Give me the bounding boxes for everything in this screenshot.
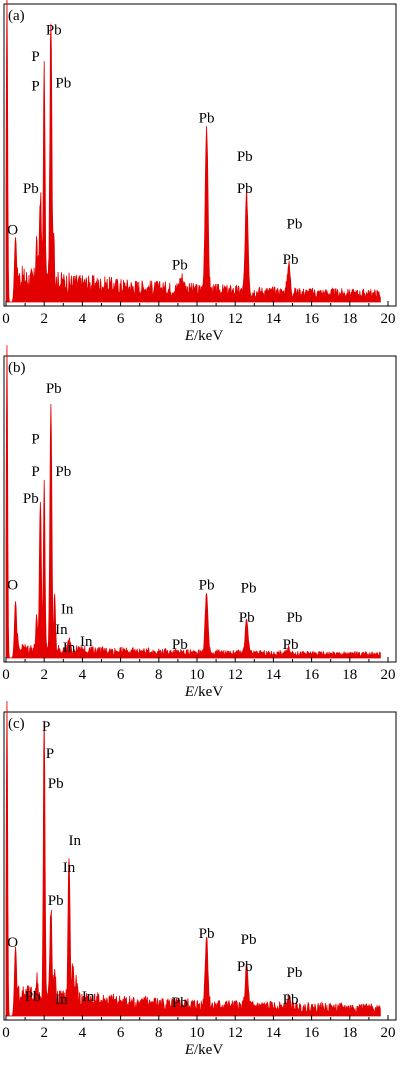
panel-label: (a): [8, 8, 25, 24]
x-tick-label: 12: [228, 311, 243, 327]
plot-frame: [3, 3, 397, 307]
peak-annotation: In: [61, 601, 74, 617]
peak-annotation: Pb: [237, 149, 253, 165]
x-tick-label: 18: [342, 1025, 357, 1041]
peak-annotation: Pb: [283, 252, 299, 268]
peak-annotation: In: [55, 992, 68, 1008]
x-tick-label: 8: [155, 311, 163, 327]
peak-annotation: P: [31, 431, 39, 447]
peak-annotation: Pb: [237, 959, 253, 975]
peak-annotation: In: [55, 622, 68, 638]
peak-annotation: Pb: [48, 893, 64, 909]
x-tick-label: 4: [79, 667, 87, 683]
x-axis-label: E/keV: [184, 684, 223, 700]
x-tick-label: 8: [155, 667, 163, 683]
peak-annotation: Pb: [172, 995, 188, 1011]
x-tick-label: 2: [40, 667, 48, 683]
peak-annotation: P: [31, 78, 39, 94]
peak-annotation: Pb: [48, 776, 64, 792]
peak-annotation: Pb: [23, 181, 39, 197]
panel-label: (c): [8, 716, 25, 732]
x-tick-label: 2: [40, 311, 48, 327]
peak-annotation: P: [31, 464, 39, 480]
x-axis-label: E/keV: [184, 1042, 223, 1058]
spectrum-panel-2: (b)0 2 4 6 8 10 12 14 16 18 20E/keVOPbPPPbPbInInIn…: [2, 345, 397, 700]
x-tick-label: 0: [2, 1025, 10, 1041]
x-tick-label: 10: [190, 1025, 205, 1041]
x-tick-label: 6: [117, 1025, 125, 1041]
peak-annotation: Pb: [199, 926, 215, 942]
peak-annotation: P: [46, 746, 54, 762]
peak-annotation: O: [7, 222, 18, 238]
x-tick-label: 4: [79, 311, 87, 327]
x-tick-label: 20: [381, 1025, 396, 1041]
peak-annotation: Pb: [241, 932, 257, 948]
peak-annotation: In: [63, 860, 76, 876]
x-tick-label: 2: [40, 1025, 48, 1041]
peak-annotation: O: [7, 935, 18, 951]
x-tick-label: 16: [304, 311, 320, 327]
peak-annotation: In: [80, 634, 93, 650]
spectrum-area: [5, 0, 381, 303]
x-tick-label: 10: [190, 311, 205, 327]
peak-annotation: Pb: [172, 637, 188, 653]
x-tick-label: 12: [228, 1025, 243, 1041]
x-tick-label: 0: [2, 667, 10, 683]
x-tick-label: 20: [381, 667, 396, 683]
x-axis-label: E/keV: [184, 328, 223, 344]
x-tick-label: 14: [266, 1025, 282, 1041]
x-tick-label: 14: [266, 667, 282, 683]
spectrum-panel-3: (c) 0 2 4 6 8 10 12 14 16 18 20 E/keV O Pb PP Pb In In Pb In…: [2, 700, 397, 1058]
x-tick-label: 16: [304, 667, 320, 683]
peak-annotation: Pb: [25, 989, 41, 1005]
peak-annotation: Pb: [55, 75, 71, 91]
panel-label: (b): [8, 360, 26, 376]
peak-annotation: P: [42, 719, 50, 735]
plot-frame: [3, 355, 397, 663]
peak-annotation: In: [63, 640, 76, 656]
x-tick-label: 0: [2, 311, 10, 327]
spectrum-panel-1: (a) 0 2 4 6 8 10 12 14 16 18 20 E/keV O Pb PP Pb Pb Pb Pb Pb…: [2, 0, 397, 344]
peak-annotation: Pb: [283, 637, 299, 653]
x-tick-label: 8: [155, 1025, 163, 1041]
peak-annotation: In: [69, 833, 82, 849]
peak-annotation: Pb: [283, 992, 299, 1008]
peak-annotation: Pb: [286, 610, 302, 626]
x-tick-label: 18: [342, 667, 357, 683]
x-tick-label: 12: [228, 667, 243, 683]
x-tick-label: 18: [342, 311, 357, 327]
x-tick-label: 14: [266, 311, 282, 327]
peak-annotation: Pb: [46, 22, 62, 38]
x-tick-label: 4: [79, 1025, 87, 1041]
peak-annotation: Pb: [241, 580, 257, 596]
peak-annotation: Pb: [23, 491, 39, 507]
peak-annotation: P: [31, 49, 39, 65]
peak-annotation: Pb: [286, 217, 302, 233]
spectrum-area: [5, 345, 381, 659]
peak-annotation: Pb: [199, 577, 215, 593]
peak-annotation: O: [7, 577, 18, 593]
peak-annotation: Pb: [55, 464, 71, 480]
peak-annotation: Pb: [239, 610, 255, 626]
x-tick-label: 10: [190, 667, 205, 683]
x-tick-label: 6: [117, 667, 125, 683]
peak-annotation: Pb: [237, 181, 253, 197]
peak-annotation: Pb: [286, 965, 302, 981]
peak-annotation: In: [82, 989, 95, 1005]
plot-frame: [3, 711, 397, 1021]
x-tick-label: 16: [304, 1025, 320, 1041]
peak-annotation: Pb: [172, 258, 188, 274]
peak-annotation: Pb: [46, 381, 62, 397]
spectrum-area: [5, 700, 381, 1017]
x-tick-label: 20: [381, 311, 396, 327]
x-tick-label: 6: [117, 311, 125, 327]
peak-annotation: Pb: [199, 111, 215, 127]
